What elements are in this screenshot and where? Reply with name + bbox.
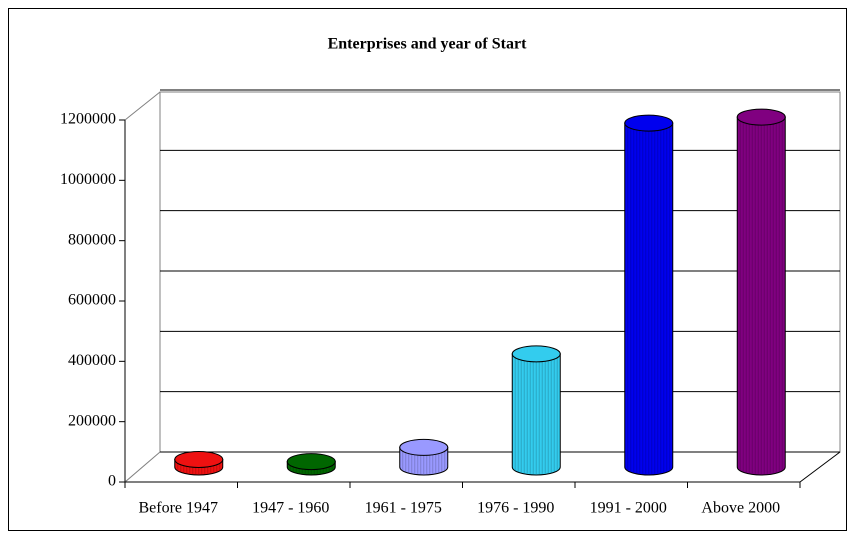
y-tick-label: 1000000 [60,171,116,188]
cylinder-top [511,345,561,363]
x-tick-label: Before 1947 [138,500,218,517]
bar [736,116,786,476]
bar [511,353,561,476]
cylinder [174,450,224,476]
bar [624,122,674,476]
cylinder-top [286,453,336,471]
x-tick-label: 1961 - 1975 [365,500,442,517]
cylinder [736,108,786,476]
y-tick-label: 800000 [68,231,116,248]
y-tick-label: 400000 [68,352,116,369]
x-tick-label: 1947 - 1960 [252,500,329,517]
cylinder [286,453,336,476]
x-tick-label: 1991 - 2000 [590,500,667,517]
x-tick-label: Above 2000 [701,500,780,517]
cylinder-top [399,438,449,456]
cylinder-top [624,114,674,132]
y-tick-label: 1200000 [60,111,116,128]
cylinder [511,345,561,476]
chart-title: Enterprises and year of Start [328,36,527,53]
cylinder [624,114,674,476]
y-tick-label: 200000 [68,412,116,429]
cylinder-top [174,450,224,468]
cylinder-top [736,108,786,126]
x-tick-label: 1976 - 1990 [477,500,554,517]
y-tick-label: 0 [108,473,116,490]
cylinder [399,438,449,476]
y-tick-label: 600000 [68,292,116,309]
